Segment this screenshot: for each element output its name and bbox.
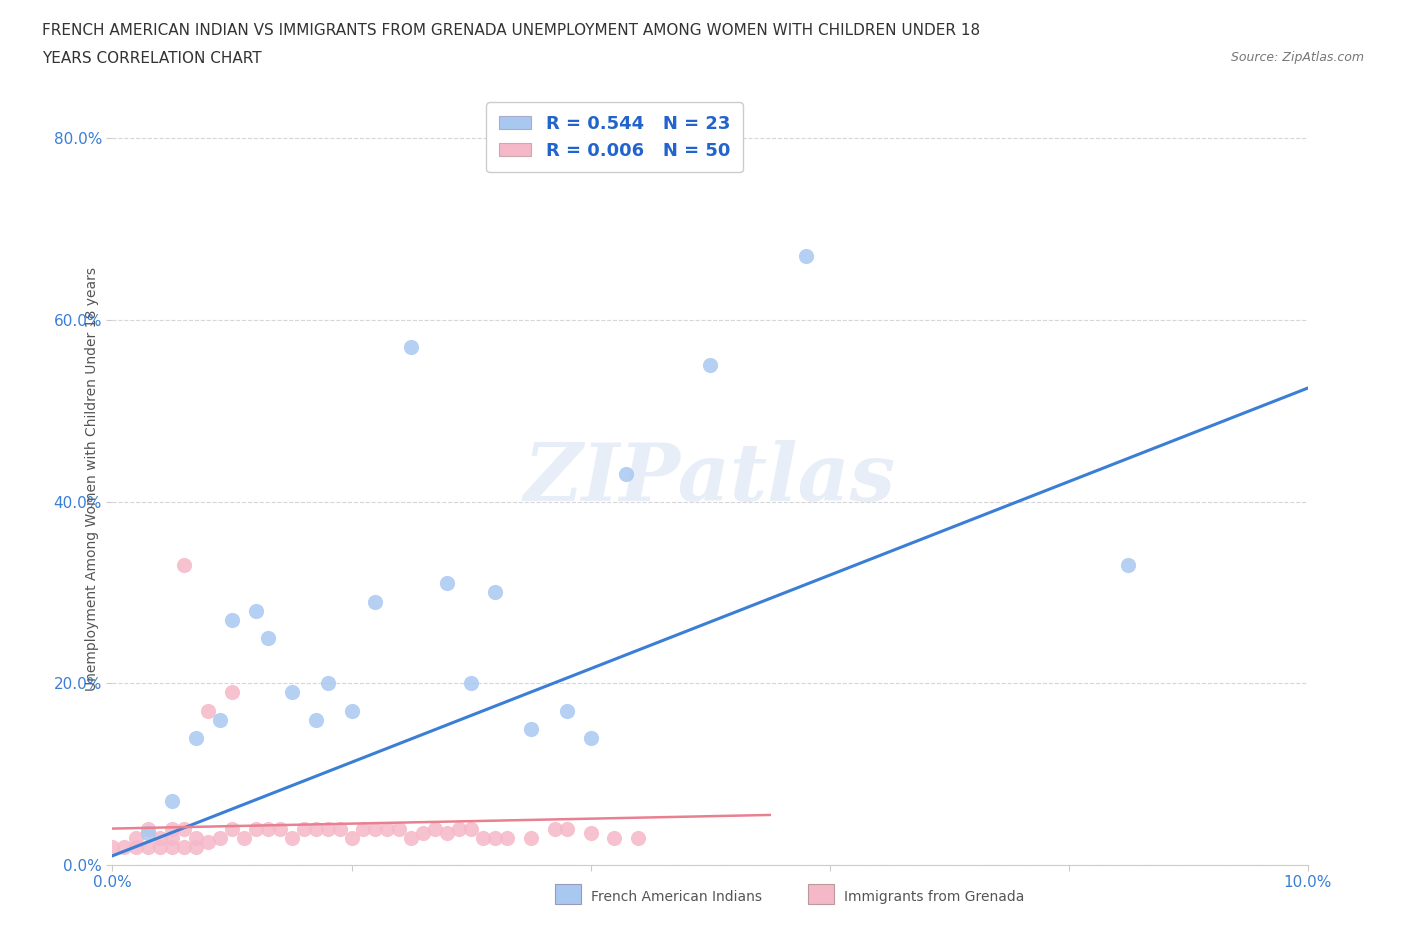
Text: FRENCH AMERICAN INDIAN VS IMMIGRANTS FROM GRENADA UNEMPLOYMENT AMONG WOMEN WITH : FRENCH AMERICAN INDIAN VS IMMIGRANTS FRO… (42, 23, 980, 38)
Point (292, 821, 315, 836)
Point (579, 730, 602, 745)
Legend: R = 0.544   N = 23, R = 0.006   N = 50: R = 0.544 N = 23, R = 0.006 N = 50 (486, 102, 742, 172)
Point (520, 722, 543, 737)
Point (101, 839, 124, 854)
Point (233, 830, 256, 845)
Point (340, 703, 363, 718)
Point (364, 594, 387, 609)
Point (699, 358, 721, 373)
Point (186, 830, 208, 845)
Point (209, 830, 232, 845)
Text: Immigrants from Grenada: Immigrants from Grenada (844, 890, 1024, 904)
Point (173, 821, 195, 836)
Point (149, 839, 172, 854)
Text: Source: ZipAtlas.com: Source: ZipAtlas.com (1230, 51, 1364, 64)
Bar (808, 884, 834, 904)
Point (401, 339, 423, 354)
Point (316, 676, 339, 691)
Point (436, 826, 458, 841)
Text: ZIPatlas: ZIPatlas (524, 440, 896, 518)
Point (460, 821, 482, 836)
Point (484, 585, 506, 600)
Point (257, 821, 280, 836)
Point (555, 821, 578, 836)
Point (460, 676, 482, 691)
Point (125, 839, 148, 854)
Point (472, 830, 495, 845)
Point (162, 821, 183, 836)
Point (520, 830, 543, 845)
Point (186, 839, 208, 854)
Point (484, 830, 506, 845)
Point (401, 830, 423, 845)
Point (173, 839, 195, 854)
Point (579, 826, 602, 841)
Point (436, 576, 458, 591)
Point (281, 830, 304, 845)
Point (496, 830, 519, 845)
Point (221, 684, 243, 699)
Point (603, 830, 626, 845)
Point (162, 830, 183, 845)
Point (197, 835, 219, 850)
Y-axis label: Unemployment Among Women with Children Under 18 years: Unemployment Among Women with Children U… (84, 267, 98, 691)
Point (209, 712, 232, 727)
Point (449, 821, 471, 836)
Bar (555, 884, 581, 904)
Point (1118, 558, 1140, 573)
Point (794, 249, 817, 264)
Point (149, 830, 172, 845)
Point (197, 703, 219, 718)
Point (412, 826, 434, 841)
Point (162, 839, 183, 854)
Point (281, 684, 304, 699)
Point (353, 821, 375, 836)
Point (269, 821, 291, 836)
Point (425, 821, 447, 836)
Point (616, 467, 638, 482)
Point (388, 821, 411, 836)
Point (138, 821, 160, 836)
Point (305, 821, 328, 836)
Text: YEARS CORRELATION CHART: YEARS CORRELATION CHART (42, 51, 262, 66)
Point (329, 821, 352, 836)
Point (114, 839, 135, 854)
Point (257, 631, 280, 645)
Point (125, 830, 148, 845)
Text: French American Indians: French American Indians (591, 890, 762, 904)
Point (555, 703, 578, 718)
Point (186, 730, 208, 745)
Point (543, 821, 565, 836)
Point (245, 821, 267, 836)
Point (221, 821, 243, 836)
Point (340, 830, 363, 845)
Point (245, 604, 267, 618)
Point (364, 821, 387, 836)
Point (627, 830, 650, 845)
Point (138, 826, 160, 841)
Point (377, 821, 399, 836)
Point (138, 839, 160, 854)
Point (305, 712, 328, 727)
Point (162, 794, 183, 809)
Point (221, 612, 243, 627)
Point (316, 821, 339, 836)
Point (173, 558, 195, 573)
